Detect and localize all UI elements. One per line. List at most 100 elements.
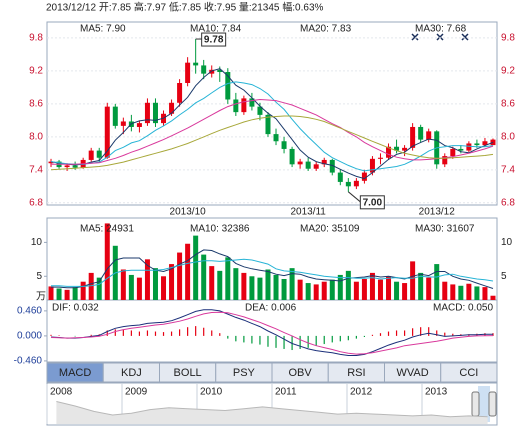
candle-body [410,126,416,148]
annotation-leader [348,191,361,203]
candle-body [394,146,400,151]
y-tick-label: 8.6 [29,99,43,110]
year-label: 2008 [50,387,73,398]
tab-label: OBV [289,367,313,379]
volume-ma-line [51,258,494,287]
legend-item: DIF: 0.032 [52,303,99,314]
candle-body [450,148,456,157]
legend-item: MA20: 35109 [300,224,360,235]
volume-bar [394,281,400,300]
candle-body [442,156,448,165]
volume-bar [48,286,54,300]
y-tick-label: 7.4 [29,164,43,175]
volume-bar [104,223,110,300]
annotation-label: 9.78 [204,35,224,46]
candle-body [96,150,102,158]
volume-bar [337,274,343,300]
volume-bar [217,270,223,300]
annotation-label: 7.00 [363,197,383,208]
candle-body [345,181,351,187]
candle-body [249,98,255,107]
candle-body [112,106,118,126]
candle-body [201,65,207,74]
volume-bar [442,281,448,300]
year-label: 2011 [275,387,297,398]
candle-body [353,180,359,187]
volume-bar [386,276,392,300]
panel-icons [411,33,469,41]
volume-bar [128,274,134,300]
x-tick-label: 2013/12 [419,207,456,218]
volume-bar [482,287,488,300]
volume-ma-line [51,249,494,289]
candle-body [193,62,199,66]
volume-bar [257,277,263,300]
volume-bar [225,257,231,300]
volume-bar [458,285,464,300]
volume-bar [434,264,440,300]
legend-item: MA10: 32386 [190,224,250,235]
volume-bar [96,277,102,300]
candle-body [48,161,54,164]
volume-bar [450,284,456,300]
candle-body [257,106,263,115]
price-panel [46,21,498,206]
y-tick-label: 9.2 [29,66,43,77]
candle-body [418,126,424,140]
candle-body [152,102,158,124]
volume-bar [161,276,167,300]
candle-body [72,165,78,168]
legend-item: DEA: 0.006 [245,303,297,314]
volume-bar [426,277,432,300]
y-tick-label-right: 5 [501,271,507,282]
legend-item: MA20: 7.83 [300,24,352,35]
y-tick-label: 6.8 [29,197,43,208]
overview-handle-right[interactable] [488,391,497,417]
candle-body [241,98,247,113]
y-tick-label: 0.460 [17,306,42,317]
volume-bar [233,268,239,300]
y-tick-label: 5 [36,271,42,282]
candle-body [265,114,271,135]
y-tick-label: 8.0 [29,131,43,142]
volume-bar [369,272,375,300]
volume-bar [185,243,191,300]
header-info: 2013/12/12 开:7.85 高:7.97 低:7.85 收:7.95 量… [46,1,324,14]
candle-body [329,159,335,173]
candle-body [386,146,392,158]
tab[interactable] [440,362,498,383]
overview-handle-left[interactable] [471,391,480,417]
volume-bar [321,281,327,300]
volume-bar [209,266,215,300]
volume-unit: 万 [36,292,46,303]
candle-body [458,148,464,151]
y-tick-label-right: 7.4 [501,164,515,175]
candle-body [88,150,94,160]
volume-bar [80,281,86,300]
overview-selection[interactable] [478,386,490,422]
y-tick-label: 10 [31,237,43,248]
y-tick-label-right: 9.8 [501,33,515,44]
candle-body [377,157,383,159]
overview-area [56,401,488,424]
ma-line [51,98,494,165]
year-label: 2009 [125,387,148,398]
volume-bar [466,283,472,300]
year-label: 2010 [200,387,223,398]
y-tick-label-right: 8.0 [501,131,515,142]
candle-body [120,121,126,126]
overview-line [56,401,488,418]
tab-label: PSY [233,367,256,379]
tab-label: CCI [459,367,478,379]
volume-bar [169,264,175,300]
macd-line [50,311,494,355]
candle-body [233,99,239,113]
y-tick-label: -0.460 [14,356,43,367]
volume-bar [56,288,62,300]
candle-body [466,143,472,151]
volume-bar [281,278,287,300]
legend-item: MA10: 7.84 [190,24,242,35]
volume-bar [361,278,367,300]
legend-item: MA30: 31607 [415,224,475,235]
candle-body [297,161,303,165]
